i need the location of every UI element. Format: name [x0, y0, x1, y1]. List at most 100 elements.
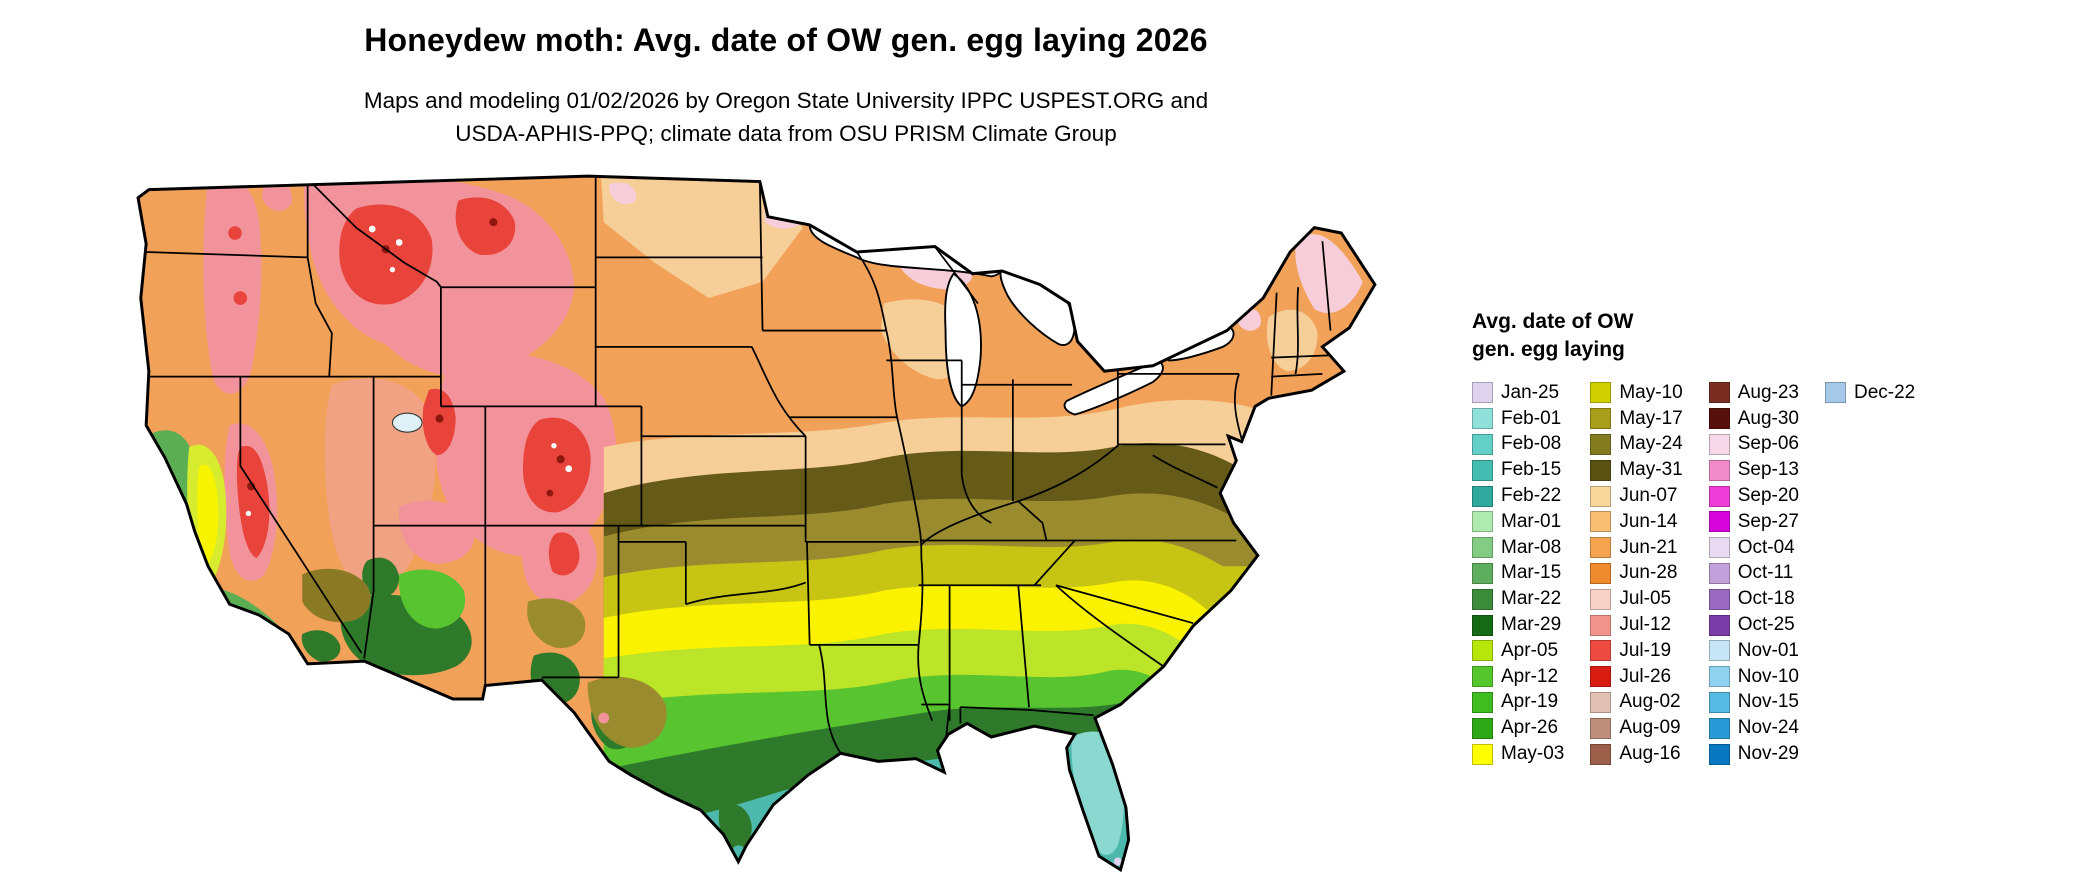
- legend-item: Sep-13: [1708, 457, 1799, 483]
- legend-label: Mar-08: [1501, 536, 1562, 558]
- legend-item: Jul-19: [1590, 638, 1682, 664]
- legend-swatch: [1708, 562, 1730, 584]
- legend-label: Jun-07: [1619, 485, 1678, 507]
- legend-label: May-31: [1619, 459, 1683, 481]
- legend-swatch: [1708, 433, 1730, 455]
- legend-label: Apr-12: [1501, 665, 1559, 687]
- legend-column: Jan-25 Feb-01 Feb-08 Feb-15 Feb-22 Mar-01 Mar-…: [1472, 380, 1564, 767]
- legend-column: Dec-22: [1825, 380, 1915, 406]
- legend-swatch: [1472, 485, 1493, 507]
- legend-swatch: [1472, 691, 1493, 713]
- legend-item: Apr-19: [1472, 690, 1564, 716]
- legend-item: Mar-01: [1472, 509, 1564, 535]
- legend-label: Dec-22: [1854, 381, 1916, 403]
- legend-item: Nov-01: [1708, 638, 1799, 664]
- legend-label: Aug-16: [1619, 743, 1681, 765]
- legend-swatch: [1472, 640, 1493, 662]
- legend-item: Oct-25: [1708, 612, 1799, 638]
- subtitle-line-2: USDA-APHIS-PPQ; climate data from OSU PR…: [455, 121, 1117, 146]
- legend-swatch: [1472, 614, 1493, 636]
- legend-item: Jan-25: [1472, 380, 1564, 406]
- legend-label: May-10: [1619, 381, 1683, 403]
- legend-swatch: [1472, 562, 1493, 584]
- legend-item: Jun-14: [1590, 509, 1682, 535]
- legend-item: Feb-01: [1472, 406, 1564, 432]
- legend-item: Aug-02: [1590, 690, 1682, 716]
- legend-item: Aug-30: [1708, 406, 1799, 432]
- legend-label: Feb-22: [1501, 485, 1562, 507]
- legend-swatch: [1472, 511, 1493, 533]
- legend-title: Avg. date of OW gen. egg laying: [1472, 308, 2092, 364]
- legend-item: May-17: [1590, 406, 1683, 432]
- legend-item: Oct-11: [1708, 561, 1799, 587]
- legend-swatch: [1472, 743, 1493, 765]
- legend-swatch: [1708, 640, 1730, 662]
- legend-swatch: [1708, 614, 1730, 636]
- legend-swatch: [1590, 433, 1612, 455]
- legend-label: Nov-10: [1737, 665, 1799, 687]
- legend-swatch: [1472, 666, 1493, 688]
- legend-label: Nov-29: [1737, 743, 1799, 765]
- legend-swatch: [1590, 717, 1612, 739]
- legend-item: Nov-15: [1708, 690, 1799, 716]
- legend-item: Aug-09: [1590, 715, 1682, 741]
- legend-item: Sep-06: [1708, 432, 1799, 458]
- legend-item: Aug-16: [1590, 741, 1682, 767]
- legend-swatch: [1590, 614, 1612, 636]
- legend-item: Jul-26: [1590, 664, 1682, 690]
- legend-label: Feb-15: [1501, 459, 1562, 481]
- legend-label: May-17: [1619, 407, 1683, 429]
- legend-swatch: [1472, 408, 1493, 430]
- legend-label: Sep-27: [1737, 510, 1799, 532]
- legend-label: Feb-08: [1501, 433, 1562, 455]
- legend-item: May-03: [1472, 741, 1564, 767]
- legend-item: Sep-27: [1708, 509, 1799, 535]
- legend-label: Oct-04: [1737, 536, 1795, 558]
- legend-label: Jul-12: [1619, 614, 1672, 636]
- legend-swatch: [1472, 537, 1493, 559]
- legend-swatch: [1590, 485, 1612, 507]
- legend-label: Oct-25: [1737, 614, 1795, 636]
- legend-item: Dec-22: [1825, 380, 1915, 406]
- legend-label: Mar-29: [1501, 614, 1562, 636]
- legend-title-line-1: Avg. date of OW: [1472, 310, 1634, 333]
- legend-swatch: [1708, 588, 1730, 610]
- legend-label: Oct-11: [1737, 562, 1794, 584]
- legend-item: Oct-04: [1708, 535, 1799, 561]
- legend-swatch: [1590, 588, 1612, 610]
- legend-item: Mar-15: [1472, 561, 1564, 587]
- legend-label: Aug-23: [1737, 381, 1799, 403]
- legend-item: Oct-18: [1708, 586, 1799, 612]
- legend-label: Nov-01: [1737, 639, 1799, 661]
- legend-label: Sep-13: [1737, 459, 1799, 481]
- legend-swatch: [1590, 562, 1612, 584]
- legend-label: Oct-18: [1737, 588, 1795, 610]
- legend-label: Mar-15: [1501, 562, 1562, 584]
- legend-label: Jul-05: [1619, 588, 1672, 610]
- legend-swatch: [1590, 691, 1612, 713]
- legend-label: Jun-14: [1619, 510, 1678, 532]
- legend-swatch: [1708, 511, 1730, 533]
- legend-label: Sep-20: [1737, 485, 1799, 507]
- legend-label: Nov-15: [1737, 691, 1799, 713]
- legend-item: Jun-21: [1590, 535, 1682, 561]
- legend-item: Aug-23: [1708, 380, 1799, 406]
- legend-item: Nov-24: [1708, 715, 1799, 741]
- legend-columns: Jan-25 Feb-01 Feb-08 Feb-15 Feb-22 Mar-01 Mar-…: [1472, 380, 2092, 767]
- subtitle-line-1: Maps and modeling 01/02/2026 by Oregon S…: [363, 88, 1209, 113]
- legend-item: Mar-29: [1472, 612, 1564, 638]
- legend-title-line-2: gen. egg laying: [1472, 338, 1625, 361]
- legend-item: Nov-29: [1708, 741, 1799, 767]
- legend-item: Nov-10: [1708, 664, 1799, 690]
- legend-swatch: [1708, 743, 1730, 765]
- legend-label: Nov-24: [1737, 717, 1799, 739]
- legend-item: Mar-22: [1472, 586, 1564, 612]
- legend-label: Jul-19: [1619, 639, 1672, 661]
- legend-item: Apr-26: [1472, 715, 1564, 741]
- legend-swatch: [1590, 743, 1612, 765]
- legend-label: Aug-02: [1619, 691, 1681, 713]
- legend-swatch: [1472, 717, 1493, 739]
- legend-swatch: [1590, 459, 1612, 481]
- legend-swatch: [1708, 666, 1730, 688]
